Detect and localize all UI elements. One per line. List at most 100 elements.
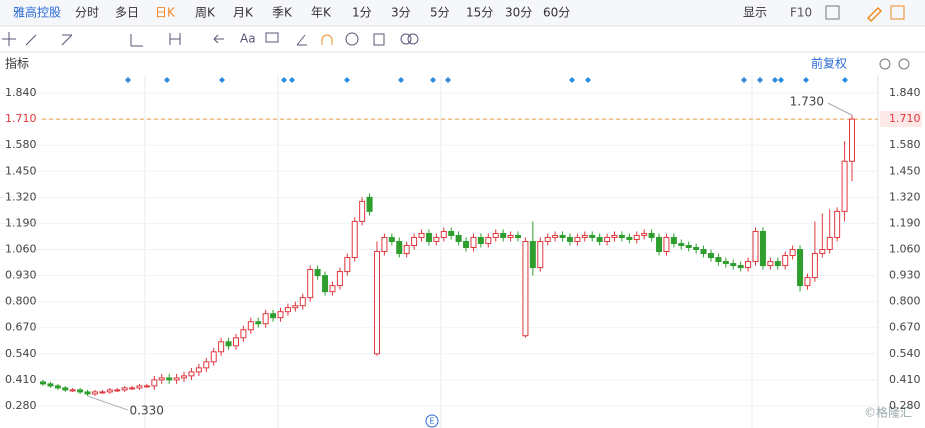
candle-body <box>366 196 373 212</box>
candle-body <box>344 257 351 273</box>
period-tab[interactable]: 季K <box>272 6 293 20</box>
last-price-label: 1.710 <box>5 112 37 125</box>
candle-body <box>381 236 388 253</box>
fib-tool[interactable] <box>130 34 143 47</box>
text-tool[interactable]: Aa <box>240 32 256 46</box>
y-tick-label: 0.670 <box>5 321 37 334</box>
candle-body <box>373 251 380 355</box>
adjust-button[interactable]: 前复权 <box>811 56 847 71</box>
candle-body <box>715 257 722 263</box>
period-tab[interactable]: 日K <box>155 6 176 20</box>
candle-body <box>522 240 529 337</box>
display-menu[interactable]: 显示 <box>743 6 767 20</box>
y-tick-label-right: 1.450 <box>889 164 921 177</box>
candle-body <box>270 313 277 319</box>
candle-body <box>292 305 299 309</box>
candle-body <box>849 118 855 162</box>
y-tick-label-right: 1.580 <box>889 138 921 151</box>
candle-body <box>69 389 76 392</box>
y-tick-label: 1.450 <box>5 164 37 177</box>
period-tab[interactable]: 分时 <box>75 6 99 20</box>
y-tick-label: 1.060 <box>5 243 37 256</box>
y-tick-label: 0.280 <box>5 399 37 412</box>
y-tick-label: 1.320 <box>5 190 37 203</box>
candle-body <box>203 361 210 369</box>
event-diamond <box>585 77 591 83</box>
event-marker[interactable]: E <box>429 417 434 426</box>
candle-body <box>589 234 596 238</box>
period-tab[interactable]: 15分 <box>466 6 493 20</box>
event-circle[interactable] <box>425 414 439 428</box>
event-diamond <box>164 77 170 83</box>
f10-button[interactable]: F10 <box>790 6 812 20</box>
note-tool[interactable] <box>265 32 279 43</box>
candle-body <box>336 271 343 287</box>
delete-tool[interactable] <box>373 33 385 46</box>
candle-body <box>262 313 269 325</box>
line-tool[interactable] <box>25 34 37 46</box>
hide-tool[interactable] <box>345 32 359 46</box>
magnet-tool[interactable] <box>321 34 333 45</box>
candle-body <box>463 240 470 249</box>
event-diamond <box>219 77 225 83</box>
y-tick-label: 0.800 <box>5 295 37 308</box>
candle-body <box>611 234 618 238</box>
angle-tool[interactable] <box>296 34 307 46</box>
period-bar <box>0 0 925 26</box>
watermark: ©格隆汇 <box>864 405 912 420</box>
indicator-label[interactable]: 指标 <box>5 56 29 71</box>
color-picker[interactable] <box>825 5 840 20</box>
period-tab[interactable]: 3分 <box>391 6 411 20</box>
candle-body <box>240 329 247 339</box>
candle-body <box>789 249 796 257</box>
period-tab[interactable]: 月K <box>233 6 254 20</box>
candle-body <box>515 234 522 238</box>
candle-body <box>559 234 566 238</box>
candle-body <box>455 234 462 242</box>
period-tab[interactable]: 年K <box>311 6 332 20</box>
period-tab[interactable]: 多日 <box>115 6 139 20</box>
y-tick-label-right: 0.800 <box>889 295 921 308</box>
stock-name[interactable]: 雅高控股 <box>13 5 61 20</box>
zoom-out[interactable] <box>879 58 891 70</box>
candle-body <box>47 383 54 387</box>
candle-body <box>797 249 804 287</box>
y-tick-label: 0.410 <box>5 373 37 386</box>
period-tab[interactable]: 30分 <box>505 6 532 20</box>
arrow-tool[interactable] <box>213 34 224 44</box>
period-tab[interactable]: 5分 <box>430 6 450 20</box>
event-diamond <box>842 77 848 83</box>
link-tool[interactable] <box>400 33 412 45</box>
draw-icon[interactable] <box>866 6 883 23</box>
candle-body <box>641 232 648 236</box>
expand-icon[interactable] <box>890 5 905 20</box>
candle-body <box>232 337 239 347</box>
candle-body <box>255 321 262 325</box>
event-diamond <box>741 77 747 83</box>
last-price-label-right: 1.710 <box>889 112 921 125</box>
candle-body <box>218 341 225 353</box>
period-tab[interactable]: 周K <box>195 6 216 20</box>
period-tab[interactable]: 60分 <box>543 6 570 20</box>
event-diamond <box>778 77 784 83</box>
candle-body <box>329 285 336 293</box>
candle-body <box>181 375 188 379</box>
candle-body <box>826 236 833 251</box>
move-tool[interactable] <box>2 32 16 46</box>
event-diamond <box>569 77 575 83</box>
candle-body <box>225 341 232 347</box>
zoom-in[interactable] <box>898 58 910 70</box>
candle-body <box>314 269 321 277</box>
candle-body <box>834 210 841 238</box>
period-tab[interactable]: 1分 <box>352 6 372 20</box>
candle-body <box>425 232 432 242</box>
y-tick-label-right: 0.670 <box>889 321 921 334</box>
measure-tool[interactable] <box>169 33 181 45</box>
y-tick-label-right: 0.410 <box>889 373 921 386</box>
event-diamond <box>772 77 778 83</box>
low-label: 0.330 <box>130 403 164 417</box>
channel-tool[interactable] <box>61 34 73 46</box>
candle-body <box>774 261 781 267</box>
candle-body <box>759 230 766 267</box>
